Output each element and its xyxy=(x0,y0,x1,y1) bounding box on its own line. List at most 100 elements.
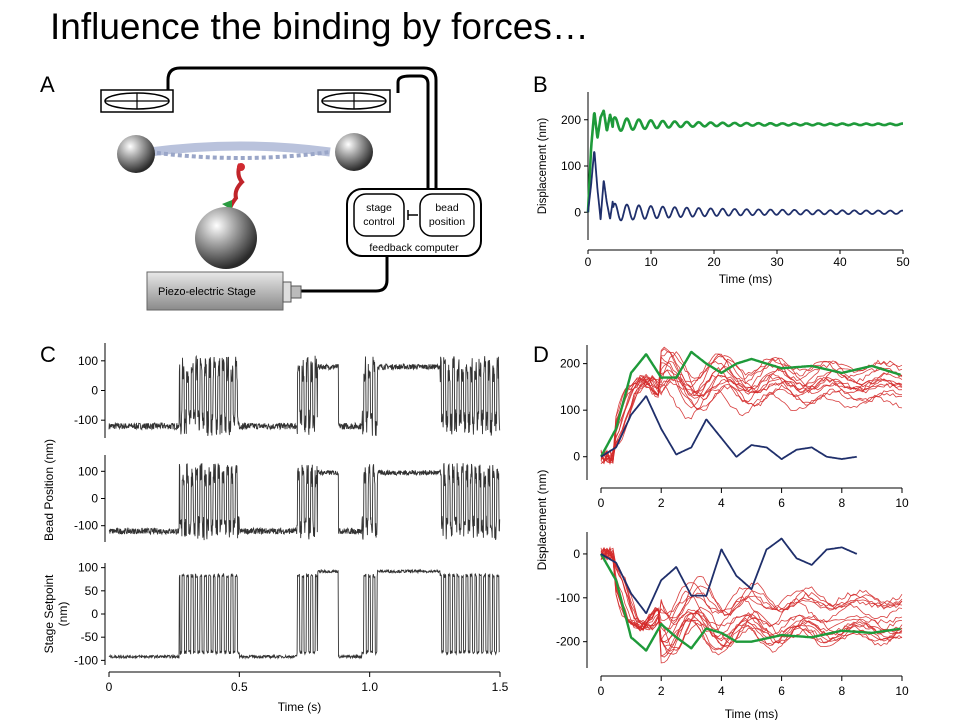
x-tick-label: 0 xyxy=(106,680,113,694)
trace-line-top xyxy=(108,354,501,436)
x-tick-label: 10 xyxy=(895,684,909,698)
y-tick-label: 0 xyxy=(91,607,98,621)
x-tick-label: 1.0 xyxy=(361,680,378,694)
bead-right-icon xyxy=(335,133,373,171)
wire-right-trap xyxy=(396,74,430,195)
x-tick-label: 4 xyxy=(718,684,725,698)
x-tick-label: 6 xyxy=(778,684,785,698)
stage-control-label-line2: control xyxy=(363,216,395,228)
x-tick-label: 4 xyxy=(718,496,725,510)
red-trace-line xyxy=(600,351,903,461)
schematic-panel-a: Piezo-electric Stage stage control bead … xyxy=(100,66,482,311)
green-envelope-line xyxy=(599,553,901,652)
y-tick-label: 0 xyxy=(91,492,98,506)
y-tick-label: 200 xyxy=(560,357,580,371)
y-tick-label: -100 xyxy=(74,653,98,667)
stage-control-label-line1: stage xyxy=(366,202,392,214)
y-axis-label: (nm) xyxy=(56,602,70,627)
wire-left-trap xyxy=(166,66,438,195)
x-tick-label: 0 xyxy=(598,496,605,510)
x-tick-label: 10 xyxy=(895,496,909,510)
series-line-green xyxy=(586,109,904,213)
bead-position-label-line2: position xyxy=(429,216,465,228)
x-tick-label: 0 xyxy=(598,684,605,698)
x-tick-label: 6 xyxy=(778,496,785,510)
y-tick-label: -100 xyxy=(74,413,98,427)
x-tick-label: 8 xyxy=(838,684,845,698)
red-trace-line xyxy=(600,346,903,464)
y-axis-label: Displacement (nm) xyxy=(537,118,549,215)
x-axis-label: Time (ms) xyxy=(725,707,779,720)
navy-trace-line xyxy=(600,395,858,461)
bead-position-label-line1: bead xyxy=(435,202,459,214)
feedback-computer-label: feedback computer xyxy=(369,242,459,254)
panel-letter-a: A xyxy=(40,72,55,97)
trace-line-bottom xyxy=(108,568,500,660)
stage-control-box xyxy=(353,193,405,237)
red-trace-line xyxy=(600,547,903,631)
y-axis-label: Stage Setpoint xyxy=(42,574,56,653)
piezo-stage-label: Piezo-electric Stage xyxy=(158,286,256,298)
objective-left-icon xyxy=(100,89,174,113)
x-tick-label: 50 xyxy=(896,255,910,269)
wire-stage xyxy=(300,256,389,293)
x-axis-label: Time (s) xyxy=(278,700,322,714)
y-axis-label: Bead Position (nm) xyxy=(42,439,56,541)
x-tick-label: 1.5 xyxy=(492,680,509,694)
red-trace-line xyxy=(600,548,903,627)
y-tick-label: -50 xyxy=(81,630,99,644)
myosin-icon xyxy=(228,163,245,209)
pedestal-bead-icon xyxy=(195,207,257,269)
y-tick-label: -200 xyxy=(556,635,580,649)
y-tick-label: 100 xyxy=(78,464,98,478)
x-tick-label: 0.5 xyxy=(231,680,248,694)
navy-trace-line xyxy=(600,537,858,615)
red-trace-line xyxy=(600,546,903,632)
y-tick-label: 0 xyxy=(573,450,580,464)
red-trace-line xyxy=(600,550,903,652)
series-line-navy xyxy=(587,151,904,222)
actin-filament-icon xyxy=(149,141,331,157)
red-trace-line xyxy=(600,553,903,655)
trace-line-middle xyxy=(108,463,501,541)
y-tick-label: 100 xyxy=(560,403,580,417)
red-trace-line xyxy=(600,552,903,642)
red-trace-line xyxy=(600,374,903,464)
slide-title: Influence the binding by forces… xyxy=(50,6,589,47)
x-tick-label: 8 xyxy=(838,496,845,510)
red-trace-line xyxy=(600,369,903,463)
y-tick-label: 100 xyxy=(561,159,581,173)
x-axis-label: Time (ms) xyxy=(719,272,773,286)
panel-letter-c: C xyxy=(40,342,56,367)
red-trace-line xyxy=(600,551,903,630)
y-tick-label: 0 xyxy=(573,547,580,561)
y-tick-label: 0 xyxy=(91,384,98,398)
bead-left-icon xyxy=(117,135,155,173)
red-trace-line xyxy=(600,376,903,465)
y-axis-label: Displacement (nm) xyxy=(535,470,549,571)
panel-letter-d: D xyxy=(533,342,549,367)
red-trace-line xyxy=(600,348,903,461)
red-trace-line xyxy=(600,377,903,461)
x-tick-label: 40 xyxy=(833,255,847,269)
chart-c: 100 0 -100 Bead Position (nm) 100 0 -100 100 50 0… xyxy=(42,343,509,714)
objective-right-icon xyxy=(317,89,391,113)
x-tick-label: 2 xyxy=(658,496,665,510)
y-tick-label: 100 xyxy=(78,561,98,575)
red-trace-line xyxy=(600,377,903,464)
y-tick-label: 100 xyxy=(78,354,98,368)
red-trace-line xyxy=(600,351,903,464)
bead-position-box xyxy=(419,193,475,237)
x-tick-label: 20 xyxy=(707,255,721,269)
y-tick-label: -100 xyxy=(556,591,580,605)
x-tick-label: 30 xyxy=(770,255,784,269)
x-tick-label: 2 xyxy=(658,684,665,698)
x-tick-label: 10 xyxy=(644,255,658,269)
chart-b: 0 100 200 0 10 20 30 40 50 Time (ms) Displacement … xyxy=(537,92,910,286)
y-tick-label: 0 xyxy=(574,205,581,219)
y-tick-label: -100 xyxy=(74,519,98,533)
red-trace-line xyxy=(600,362,903,464)
